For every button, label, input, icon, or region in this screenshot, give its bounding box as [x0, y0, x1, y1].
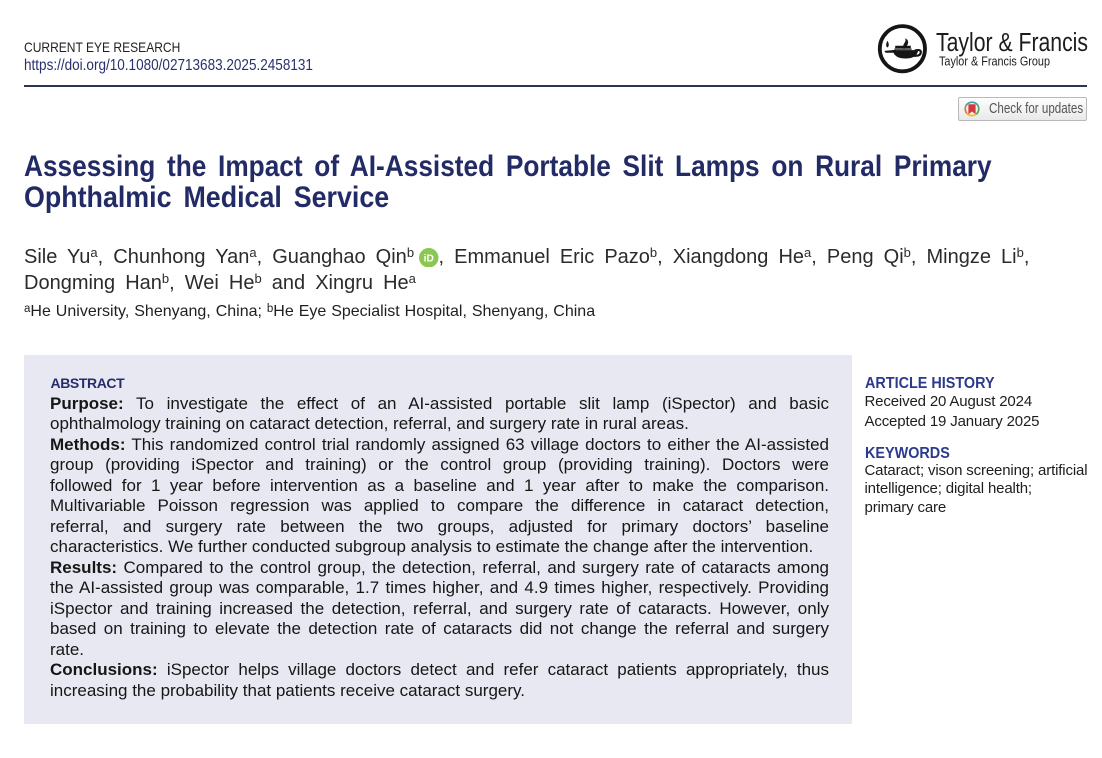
- svg-text:Taylor & Francis Group: Taylor & Francis Group: [939, 54, 1050, 69]
- svg-text:Taylor & Francis: Taylor & Francis: [936, 29, 1088, 57]
- svg-text:iD: iD: [424, 253, 434, 264]
